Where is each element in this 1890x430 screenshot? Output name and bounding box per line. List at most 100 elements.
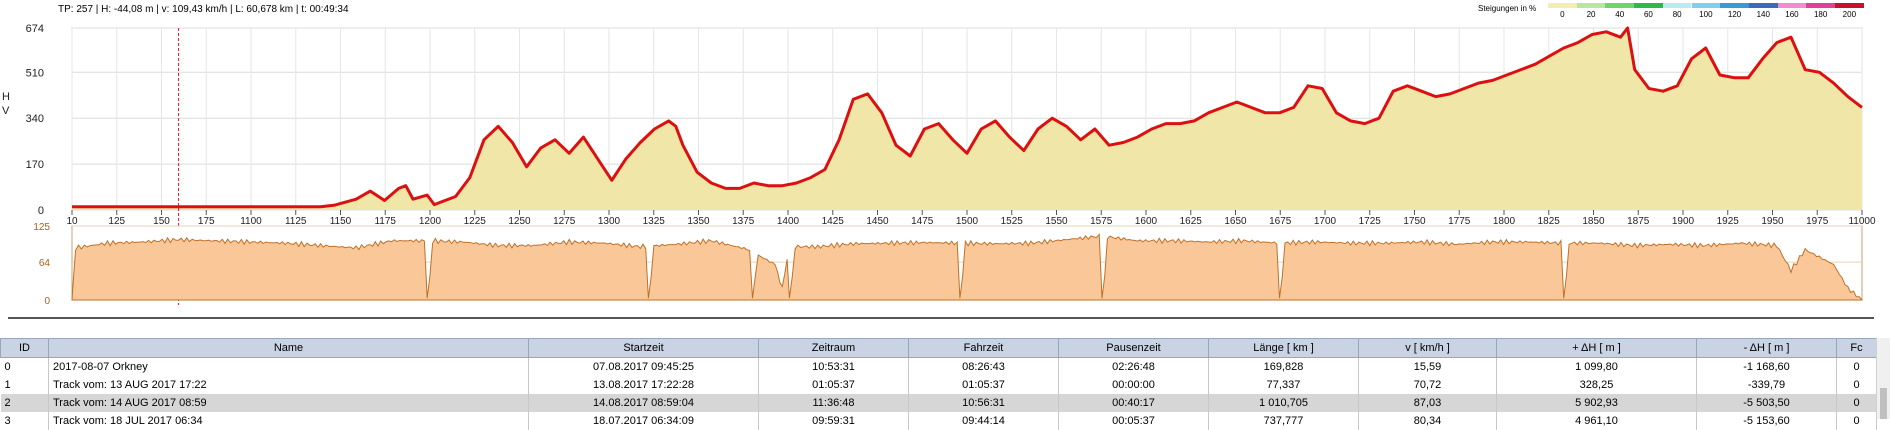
table-cell: Track vom: 13 AUG 2017 17:22 [49, 376, 529, 394]
height-x-tick: 150 [153, 216, 170, 227]
scrollbar-thumb[interactable] [1880, 388, 1887, 419]
table-cell: 3 [1, 412, 49, 430]
table-cell: 1 099,80 [1497, 358, 1697, 377]
height-x-tick: 1150 [330, 216, 352, 227]
table-cell: 11:36:48 [759, 394, 909, 412]
height-x-tick: 1625 [1180, 216, 1203, 227]
table-cell: 00:05:37 [1059, 412, 1209, 430]
height-x-tick: 1875 [1627, 216, 1650, 227]
table-cell: -5 503,50 [1697, 394, 1837, 412]
table-cell: 00:40:17 [1059, 394, 1209, 412]
height-x-tick: 1825 [1538, 216, 1561, 227]
height-x-tick: 1425 [822, 216, 845, 227]
height-x-tick: 1925 [1717, 216, 1740, 227]
height-y-tick: 0 [38, 205, 44, 217]
table-cell: 80,34 [1359, 412, 1497, 430]
height-axis-letter: V [2, 105, 10, 117]
table-cell: 0 [1837, 376, 1877, 394]
table-cell: 328,25 [1497, 376, 1697, 394]
height-x-tick: 1250 [508, 216, 531, 227]
height-x-tick: 1125 [285, 216, 307, 227]
column-header[interactable]: Länge [ km ] [1209, 339, 1359, 358]
height-x-tick: 1750 [1403, 216, 1426, 227]
table-cell: 07.08.2017 09:45:25 [529, 358, 759, 377]
height-x-tick: 1650 [1224, 216, 1247, 227]
height-x-tick: 1350 [687, 216, 710, 227]
height-y-tick: 170 [26, 159, 44, 171]
speed-y-tick: 64 [39, 258, 51, 269]
table-cell: 737,777 [1209, 412, 1359, 430]
height-x-tick: 1675 [1269, 216, 1292, 227]
table-cell: 02:26:48 [1059, 358, 1209, 377]
table-cell: 70,72 [1359, 376, 1497, 394]
height-x-tick: 1850 [1582, 216, 1605, 227]
table-cell: 09:44:14 [909, 412, 1059, 430]
column-header[interactable]: - ΔH [ m ] [1697, 339, 1837, 358]
height-x-tick: 1500 [956, 216, 979, 227]
height-x-tick: 1525 [1001, 216, 1024, 227]
table-cell: 2017-08-07 Orkney [49, 358, 529, 377]
table-cell: 10:56:31 [909, 394, 1059, 412]
table-cell: 08:26:43 [909, 358, 1059, 377]
table-cell: 09:59:31 [759, 412, 909, 430]
height-x-tick: 1975 [1806, 216, 1829, 227]
table-cell: 0 [1837, 394, 1877, 412]
table-cell: -5 153,60 [1697, 412, 1837, 430]
height-x-tick: 1450 [866, 216, 889, 227]
table-vertical-scrollbar[interactable] [1876, 338, 1890, 419]
height-x-tick: 1200 [419, 216, 442, 227]
height-x-tick: 1400 [777, 216, 800, 227]
table-cell: 169,828 [1209, 358, 1359, 377]
height-x-tick: 125 [108, 216, 125, 227]
table-cell: 18.07.2017 06:34:09 [529, 412, 759, 430]
table-cell: 2 [1, 394, 49, 412]
height-x-tick: 1325 [643, 216, 666, 227]
table-cell: 01:05:37 [759, 376, 909, 394]
table-cell: -339,79 [1697, 376, 1837, 394]
column-header[interactable]: Pausenzeit [1059, 339, 1209, 358]
column-header[interactable]: Name [49, 339, 529, 358]
column-header[interactable]: ID [1, 339, 49, 358]
height-y-tick: 674 [26, 23, 44, 35]
column-header[interactable]: Zeitraum [759, 339, 909, 358]
height-x-tick: 1950 [1761, 216, 1784, 227]
height-y-tick: 510 [26, 67, 44, 79]
height-x-tick: 1275 [553, 216, 576, 227]
table-cell: -1 168,60 [1697, 358, 1837, 377]
column-header[interactable]: v [ km/h ] [1359, 339, 1497, 358]
table-cell: 10:53:31 [759, 358, 909, 377]
column-header[interactable]: Fahrzeit [909, 339, 1059, 358]
column-header[interactable]: + ΔH [ m ] [1497, 339, 1697, 358]
table-cell: 01:05:37 [909, 376, 1059, 394]
panel-splitter[interactable] [8, 317, 1874, 319]
height-x-tick: 1375 [732, 216, 755, 227]
table-cell: 0 [1837, 412, 1877, 430]
column-header[interactable]: Startzeit [529, 339, 759, 358]
height-x-tick: 1175 [374, 216, 396, 227]
height-x-tick: 1800 [1493, 216, 1516, 227]
height-x-tick: 1725 [1359, 216, 1382, 227]
height-x-tick: 1100 [240, 216, 262, 227]
height-x-tick: 1700 [1314, 216, 1337, 227]
height-y-tick: 340 [26, 113, 44, 125]
height-x-tick: 1575 [1090, 216, 1113, 227]
height-x-tick: 1600 [1135, 216, 1158, 227]
column-header[interactable]: Fc [1837, 339, 1877, 358]
height-x-tick: 1225 [464, 216, 487, 227]
table-cell: 0 [1837, 358, 1877, 377]
height-x-tick: 11000 [1848, 216, 1876, 227]
height-x-tick: 175 [198, 216, 215, 227]
height-x-tick: 1775 [1448, 216, 1471, 227]
height-x-tick: 1550 [1045, 216, 1068, 227]
table-cell: 87,03 [1359, 394, 1497, 412]
height-x-tick: 10 [66, 216, 78, 227]
